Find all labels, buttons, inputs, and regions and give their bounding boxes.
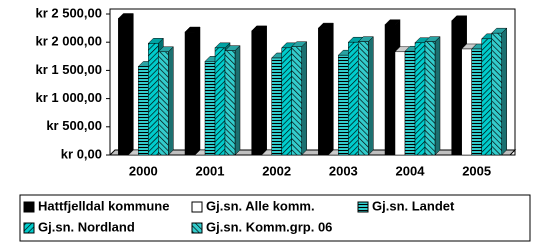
bar-side [434, 36, 441, 156]
bar-hatch [281, 47, 292, 156]
legend-label: Gj.sn. Alle komm. [206, 198, 315, 213]
y-tick-label: kr 1 000,00 [35, 90, 102, 105]
x-tick-label: 2000 [129, 163, 158, 178]
bar-side [501, 27, 507, 156]
legend-label: Gj.sn. Komm.grp. 06 [206, 219, 332, 234]
x-tick-label: 2004 [396, 163, 426, 178]
legend-label: Hattfjelldal kommune [38, 198, 169, 213]
bar-hatch [291, 46, 302, 155]
bar-side [234, 45, 241, 156]
legend-label: Gj.sn. Landet [372, 198, 455, 213]
bar-hatch [225, 50, 235, 155]
bar [384, 24, 396, 156]
bar-hatch [205, 61, 215, 155]
bar-hatch [471, 48, 482, 155]
bar [394, 51, 406, 156]
legend-hatch [24, 223, 34, 233]
x-tick-label: 2001 [196, 163, 225, 178]
bar [318, 27, 329, 156]
x-tick-label: 2002 [262, 163, 291, 178]
y-tick-label: kr 0,00 [61, 146, 102, 161]
bar-side [328, 22, 334, 156]
bar-side [368, 36, 374, 156]
bar-hatch [491, 33, 502, 156]
legend-swatch [191, 201, 203, 213]
legend-box [19, 194, 531, 242]
bar-hatch [481, 38, 492, 155]
bar-hatch [415, 42, 425, 155]
y-tick-label: kr 500,00 [46, 118, 102, 133]
legend-hatch [192, 223, 202, 233]
bar-hatch [148, 43, 159, 155]
bar-side [194, 26, 201, 156]
bar-side [168, 46, 174, 156]
y-tick-label: kr 2 500,00 [35, 5, 102, 20]
legend-label: Gj.sn. Nordland [38, 219, 135, 234]
bar-hatch [348, 42, 359, 156]
bar-hatch [215, 47, 225, 156]
bar [451, 20, 462, 156]
bar-hatch [158, 51, 169, 156]
bar-hatch [338, 55, 349, 156]
bar [184, 31, 196, 156]
bar-side [301, 41, 307, 156]
bar-side [128, 12, 134, 156]
bar-hatch [271, 57, 282, 155]
x-tick-label: 2005 [462, 163, 491, 178]
bar-hatch [138, 66, 149, 155]
bar [118, 18, 129, 156]
bar [251, 30, 262, 156]
bar-hatch [425, 41, 435, 155]
legend-hatch [358, 202, 368, 212]
bar-hatch [405, 51, 415, 155]
bar [461, 48, 472, 156]
y-tick-label: kr 2 000,00 [35, 34, 102, 49]
bar-side [261, 25, 267, 156]
legend-swatch [23, 201, 35, 213]
y-tick-label: kr 1 500,00 [35, 62, 102, 77]
x-tick-label: 2003 [329, 163, 358, 178]
bar-hatch [358, 41, 369, 155]
